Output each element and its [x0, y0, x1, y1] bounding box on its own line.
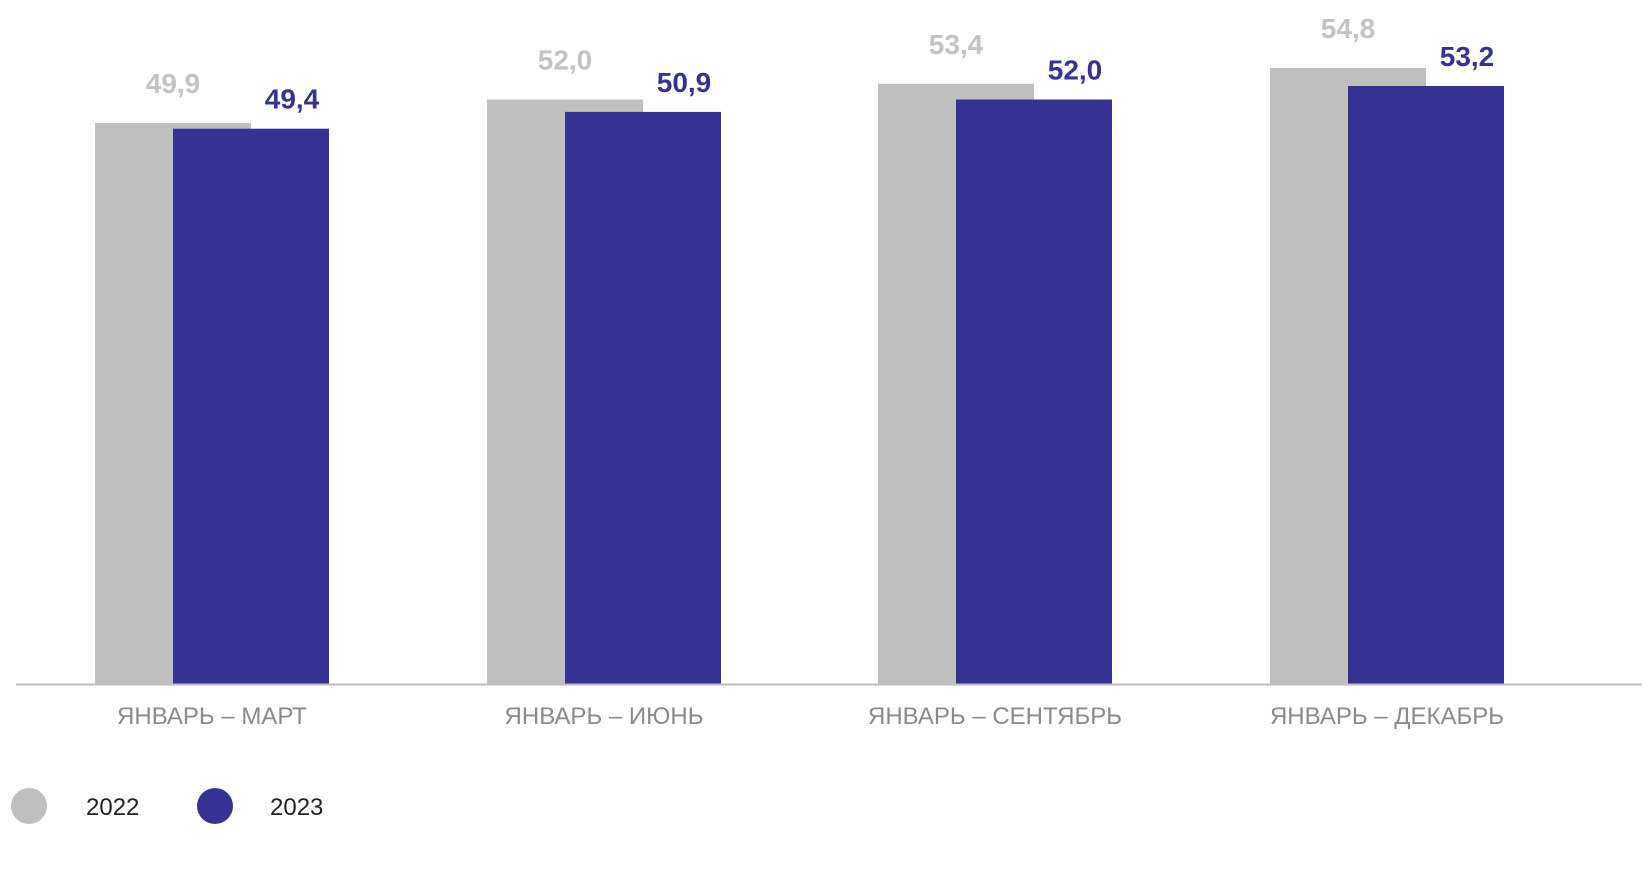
legend: 2022 2023 [11, 788, 323, 824]
value-label-2022-3: 53,4 [929, 29, 984, 60]
value-labels-layer: 49,9 52,0 53,4 54,8 49,4 50,9 52,0 53,2 [146, 13, 1495, 115]
category-label-3: ЯНВАРЬ – СЕНТЯБРЬ [868, 703, 1122, 730]
legend-item-2023: 2023 [197, 788, 323, 824]
category-labels-layer: ЯНВАРЬ – МАРТ ЯНВАРЬ – ИЮНЬ ЯНВАРЬ – СЕНТЯ… [117, 703, 1504, 730]
value-label-2022-2: 52,0 [538, 45, 593, 76]
legend-label-2023: 2023 [270, 794, 323, 821]
category-label-4: ЯНВАРЬ – ДЕКАБРЬ [1270, 703, 1504, 730]
legend-swatch-2023 [197, 788, 233, 824]
legend-swatch-2022 [11, 788, 47, 824]
value-label-2023-3: 52,0 [1048, 55, 1103, 86]
bar-2023-2 [565, 111, 721, 684]
bar-2023-1 [173, 128, 329, 684]
category-label-1: ЯНВАРЬ – МАРТ [117, 703, 307, 730]
legend-label-2022: 2022 [86, 794, 139, 821]
legend-item-2022: 2022 [11, 788, 139, 824]
value-label-2023-4: 53,2 [1440, 41, 1495, 72]
category-label-2: ЯНВАРЬ – ИЮНЬ [505, 703, 704, 730]
value-label-2022-1: 49,9 [146, 68, 201, 99]
bar-2023-3 [956, 99, 1112, 684]
value-label-2022-4: 54,8 [1321, 13, 1376, 44]
value-label-2023-2: 50,9 [657, 67, 712, 98]
value-label-2023-1: 49,4 [265, 84, 320, 115]
bars-layer [95, 68, 1504, 685]
bar-2023-4 [1348, 86, 1504, 684]
